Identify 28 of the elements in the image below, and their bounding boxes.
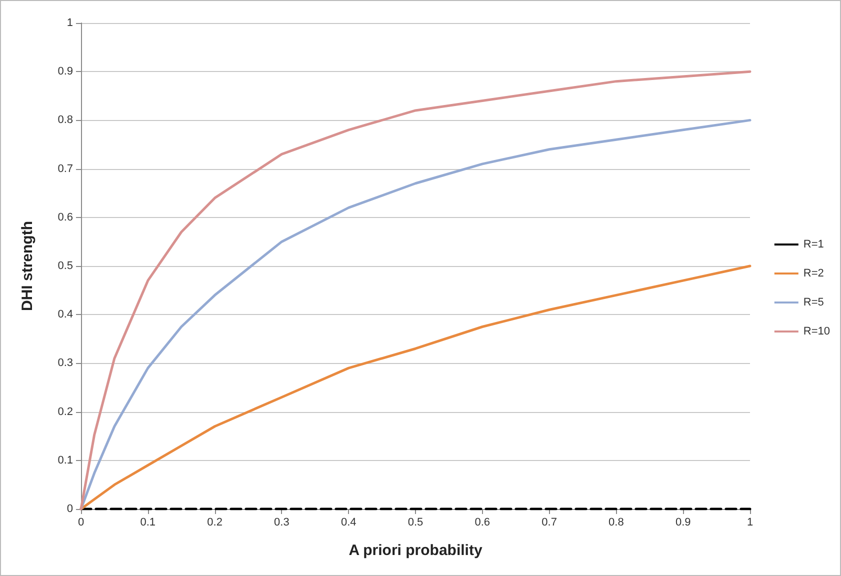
x-tick-label: 0.2	[207, 516, 222, 528]
y-tick-label: 0.6	[58, 211, 73, 224]
y-tick-label: 0.5	[58, 260, 73, 272]
x-tick-label: 0.8	[608, 516, 624, 528]
legend-label: R=5	[803, 296, 824, 308]
x-tick-label: 0.7	[542, 516, 557, 528]
x-tick-label: 0.4	[340, 516, 356, 528]
y-tick-label: 0.1	[58, 454, 73, 466]
y-tick-label: 0.7	[58, 162, 73, 175]
y-tick-label: 0.2	[58, 406, 73, 418]
y-tick-label: 0.3	[58, 357, 73, 370]
y-tick-label: 1	[66, 17, 73, 29]
y-tick-label: 0	[66, 503, 73, 515]
legend-label: R=10	[803, 326, 830, 338]
x-tick-label: 0.9	[675, 516, 691, 528]
legend-label: R=1	[803, 238, 824, 250]
x-tick-label: 0.5	[408, 516, 424, 528]
y-tick-label: 0.4	[58, 308, 73, 321]
y-axis-title: DHI strength	[19, 221, 36, 311]
legend-label: R=2	[803, 268, 824, 280]
x-tick-label: 0.1	[140, 516, 156, 528]
y-tick-label: 0.9	[58, 66, 73, 78]
x-tick-label: 0.6	[474, 516, 490, 528]
x-tick-label: 0.3	[274, 516, 290, 528]
y-tick-label: 0.8	[58, 114, 73, 126]
x-tick-label: 0	[78, 516, 84, 528]
x-tick-label: 1	[746, 516, 754, 528]
x-axis-title: A priori probability	[348, 542, 483, 559]
